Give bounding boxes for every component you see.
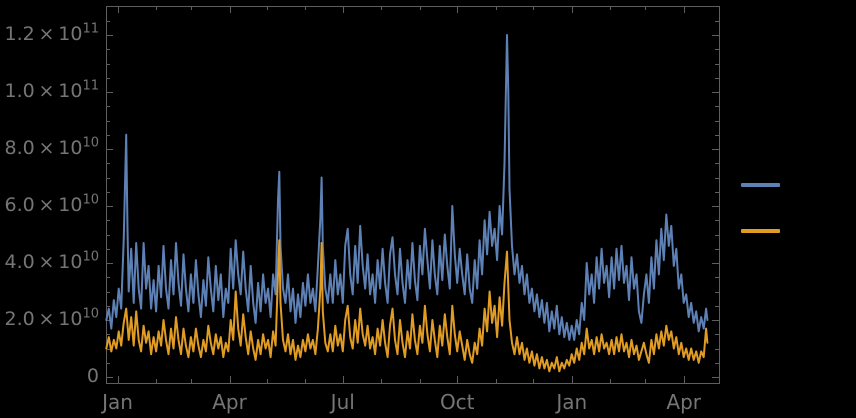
y-tick-label: 4.0 × 1010 [4, 249, 99, 273]
y-tick-label: 6.0 × 1010 [4, 192, 99, 216]
plot-frame [106, 6, 720, 384]
x-tick-label: Apr [666, 390, 702, 414]
legend [741, 183, 781, 233]
y-tick-label: 2.0 × 1010 [4, 306, 99, 330]
x-tick-label: Oct [439, 390, 475, 414]
x-tick-label: Jan [556, 390, 588, 414]
y-tick-label: 1.2 × 1011 [4, 21, 99, 45]
x-tick-label: Jan [102, 390, 133, 414]
x-tick-label: Jul [330, 390, 355, 414]
x-tick-label: Apr [212, 390, 247, 414]
legend-swatch-series-2 [741, 229, 780, 233]
y-tick-label: 1.0 × 1011 [4, 78, 99, 102]
series-line-series-1 [105, 34, 709, 341]
y-tick-label: 8.0 × 1010 [4, 135, 99, 159]
y-tick-label: 0 [86, 365, 99, 387]
series-line-series-2 [105, 239, 709, 373]
legend-swatch-series-1 [741, 183, 780, 187]
